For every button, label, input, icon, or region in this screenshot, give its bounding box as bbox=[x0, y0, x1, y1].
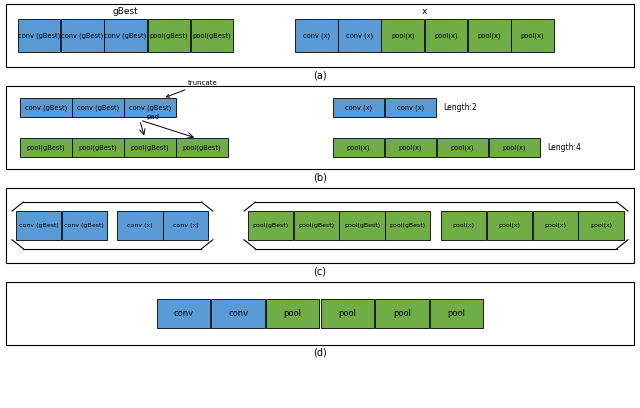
Text: pool: pool bbox=[339, 308, 356, 318]
Text: (b): (b) bbox=[313, 173, 327, 182]
Bar bbox=[441, 211, 486, 240]
Bar bbox=[20, 98, 72, 117]
Text: conv (gBest): conv (gBest) bbox=[77, 104, 119, 111]
Text: pool(x): pool(x) bbox=[521, 33, 545, 39]
Bar bbox=[61, 211, 107, 240]
Bar bbox=[177, 138, 228, 157]
Bar bbox=[294, 211, 339, 240]
Text: pool: pool bbox=[393, 308, 411, 318]
Text: pool(x): pool(x) bbox=[590, 223, 612, 228]
Text: pool(gBest): pool(gBest) bbox=[183, 144, 221, 151]
Bar bbox=[487, 211, 532, 240]
Bar bbox=[72, 138, 124, 157]
Bar bbox=[248, 211, 293, 240]
Text: pool(x): pool(x) bbox=[399, 144, 422, 151]
Text: Length:4: Length:4 bbox=[547, 143, 581, 152]
Text: pool(x): pool(x) bbox=[544, 223, 566, 228]
Text: conv (x): conv (x) bbox=[127, 223, 153, 228]
Text: pool(gBest): pool(gBest) bbox=[252, 223, 289, 228]
Text: conv (x): conv (x) bbox=[173, 223, 198, 228]
Text: conv (gBest): conv (gBest) bbox=[61, 33, 104, 39]
Text: pool(x): pool(x) bbox=[391, 33, 415, 39]
Bar bbox=[124, 98, 176, 117]
Text: pool(x): pool(x) bbox=[499, 223, 520, 228]
Bar bbox=[375, 299, 429, 328]
Text: pool(x): pool(x) bbox=[452, 223, 475, 228]
Bar bbox=[511, 19, 554, 52]
Text: conv (gBest): conv (gBest) bbox=[104, 33, 147, 39]
Text: conv (x): conv (x) bbox=[397, 104, 424, 111]
Text: pool(x): pool(x) bbox=[346, 144, 370, 151]
Bar bbox=[295, 19, 337, 52]
Text: pool: pool bbox=[284, 308, 301, 318]
Bar bbox=[16, 211, 61, 240]
Text: pool(gBest): pool(gBest) bbox=[298, 223, 334, 228]
Text: pool(x): pool(x) bbox=[451, 144, 474, 151]
Bar bbox=[104, 19, 147, 52]
Text: pool: pool bbox=[447, 308, 465, 318]
Bar bbox=[333, 138, 384, 157]
Bar bbox=[338, 19, 381, 52]
Bar bbox=[72, 98, 124, 117]
Text: pool(gBest): pool(gBest) bbox=[150, 33, 188, 39]
Text: conv (x): conv (x) bbox=[346, 33, 373, 39]
Text: pool(gBest): pool(gBest) bbox=[193, 33, 232, 39]
Bar bbox=[211, 299, 265, 328]
Text: conv (gBest): conv (gBest) bbox=[18, 33, 60, 39]
Bar bbox=[385, 98, 436, 117]
Text: conv (gBest): conv (gBest) bbox=[25, 104, 67, 111]
Text: pool(gBest): pool(gBest) bbox=[390, 223, 426, 228]
Bar bbox=[333, 98, 384, 117]
Text: pad: pad bbox=[146, 113, 159, 120]
Bar bbox=[18, 19, 60, 52]
Bar bbox=[436, 138, 488, 157]
Bar bbox=[489, 138, 540, 157]
Text: pool(x): pool(x) bbox=[477, 33, 501, 39]
Text: pool(gBest): pool(gBest) bbox=[79, 144, 117, 151]
Bar bbox=[124, 138, 176, 157]
Text: Length:2: Length:2 bbox=[443, 103, 477, 112]
Text: pool(x): pool(x) bbox=[435, 33, 458, 39]
Bar bbox=[20, 138, 72, 157]
Bar bbox=[61, 19, 104, 52]
Text: conv: conv bbox=[228, 308, 248, 318]
Bar bbox=[163, 211, 209, 240]
Text: conv (x): conv (x) bbox=[345, 104, 372, 111]
Bar bbox=[266, 299, 319, 328]
Bar bbox=[191, 19, 234, 52]
Text: conv (gBest): conv (gBest) bbox=[129, 104, 171, 111]
Bar bbox=[321, 299, 374, 328]
Bar bbox=[385, 211, 430, 240]
Text: gBest: gBest bbox=[113, 7, 138, 16]
Text: conv (gBest): conv (gBest) bbox=[64, 223, 104, 228]
Bar bbox=[425, 19, 467, 52]
Text: pool(gBest): pool(gBest) bbox=[131, 144, 170, 151]
Bar bbox=[157, 299, 210, 328]
Bar bbox=[339, 211, 385, 240]
Bar bbox=[430, 299, 483, 328]
Bar bbox=[385, 138, 436, 157]
Bar bbox=[117, 211, 163, 240]
Text: (c): (c) bbox=[314, 266, 326, 276]
Text: (a): (a) bbox=[313, 71, 327, 80]
Text: pool(gBest): pool(gBest) bbox=[27, 144, 65, 151]
Text: (d): (d) bbox=[313, 348, 327, 358]
Text: truncate: truncate bbox=[166, 80, 218, 97]
Text: conv: conv bbox=[173, 308, 194, 318]
Bar bbox=[381, 19, 424, 52]
Text: conv (gBest): conv (gBest) bbox=[19, 223, 58, 228]
Text: conv (x): conv (x) bbox=[303, 33, 330, 39]
Bar bbox=[148, 19, 190, 52]
Text: pool(gBest): pool(gBest) bbox=[344, 223, 380, 228]
Text: pool(x): pool(x) bbox=[502, 144, 526, 151]
Text: x: x bbox=[422, 7, 427, 16]
Bar bbox=[532, 211, 578, 240]
Bar bbox=[468, 19, 511, 52]
Bar bbox=[579, 211, 623, 240]
